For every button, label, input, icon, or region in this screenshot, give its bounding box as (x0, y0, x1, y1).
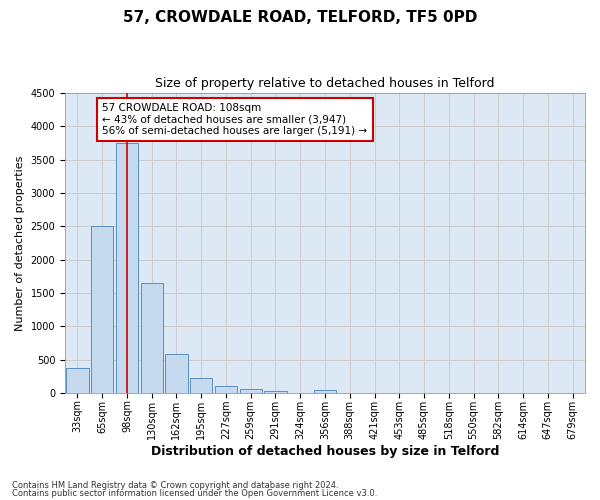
Bar (166, 354, 188, 393)
Bar (66, 368, 89, 393)
Text: 57, CROWDALE ROAD, TELFORD, TF5 0PD: 57, CROWDALE ROAD, TELFORD, TF5 0PD (123, 10, 477, 25)
Bar (239, 389, 262, 393)
Text: Contains public sector information licensed under the Open Government Licence v3: Contains public sector information licen… (12, 488, 377, 498)
Bar (265, 390, 287, 393)
Y-axis label: Number of detached properties: Number of detached properties (15, 156, 25, 331)
Text: 57 CROWDALE ROAD: 108sqm
← 43% of detached houses are smaller (3,947)
56% of sem: 57 CROWDALE ROAD: 108sqm ← 43% of detach… (102, 103, 367, 136)
Bar (116, 143, 138, 393)
Title: Size of property relative to detached houses in Telford: Size of property relative to detached ho… (155, 78, 495, 90)
Bar (314, 390, 336, 393)
Bar (91, 226, 113, 393)
Text: Contains HM Land Registry data © Crown copyright and database right 2024.: Contains HM Land Registry data © Crown c… (12, 481, 338, 490)
X-axis label: Distribution of detached houses by size in Telford: Distribution of detached houses by size … (151, 444, 499, 458)
Bar (190, 378, 212, 393)
Bar (140, 283, 163, 393)
Bar (215, 386, 237, 393)
